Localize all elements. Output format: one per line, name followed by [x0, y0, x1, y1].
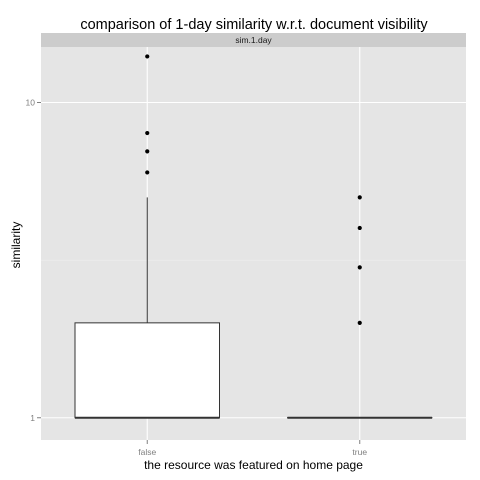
x-axis-ticks: false true — [138, 440, 367, 457]
outlier-point — [358, 195, 362, 199]
outlier-point — [145, 149, 149, 153]
outlier-point — [358, 226, 362, 230]
facet-strip-label: sim.1.day — [235, 35, 272, 45]
outlier-point — [145, 54, 149, 58]
x-axis-label: the resource was featured on home page — [144, 458, 363, 472]
y-tick-label: 1 — [30, 413, 35, 423]
x-tick-label: false — [138, 447, 156, 457]
outlier-point — [145, 170, 149, 174]
outlier-point — [358, 265, 362, 269]
y-tick-label: 10 — [26, 98, 36, 108]
chart-title: comparison of 1-day similarity w.r.t. do… — [80, 17, 428, 33]
y-axis-label: similarity — [9, 222, 23, 269]
outlier-point — [358, 321, 362, 325]
outlier-point — [145, 131, 149, 135]
x-tick-label: true — [352, 447, 367, 457]
y-axis-ticks: 1 10 — [26, 98, 41, 423]
box-iqr — [75, 323, 220, 418]
